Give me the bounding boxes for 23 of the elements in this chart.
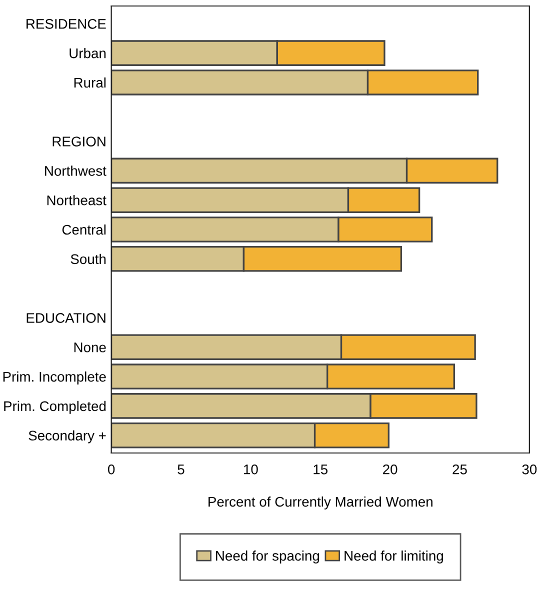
y-tick-label: Prim. Completed [4, 400, 106, 414]
y-tick-label: South [70, 254, 106, 264]
y-tick-label: None [74, 342, 106, 352]
x-tick-label: 10 [244, 464, 258, 474]
y-tick-label: Secondary + [28, 430, 106, 444]
y-tick-label: REGION [52, 136, 106, 146]
y-tick-label: RESIDENCE [26, 18, 106, 29]
x-axis-title: Percent of Currently Married Women [208, 496, 432, 510]
y-tick-label: EDUCATION [26, 313, 106, 323]
y-tick-label: Northwest [45, 166, 106, 176]
x-tick-label: 30 [522, 464, 537, 474]
x-tick-label: 0 [108, 464, 115, 474]
y-tick-label: Prim. Incomplete [3, 372, 106, 384]
y-tick-label: Urban [70, 48, 106, 58]
legend-label: Need for spacing [216, 550, 320, 564]
x-tick-label: 15 [314, 464, 328, 474]
y-tick-label: Northeast [47, 195, 106, 206]
y-tick-label: Central [62, 224, 106, 235]
x-tick-label: 5 [178, 464, 184, 474]
legend-label: Need for limiting [344, 550, 443, 564]
y-tick-label: Rural [74, 77, 106, 88]
x-tick-label: 25 [452, 464, 467, 474]
x-tick-label: 20 [383, 464, 398, 474]
